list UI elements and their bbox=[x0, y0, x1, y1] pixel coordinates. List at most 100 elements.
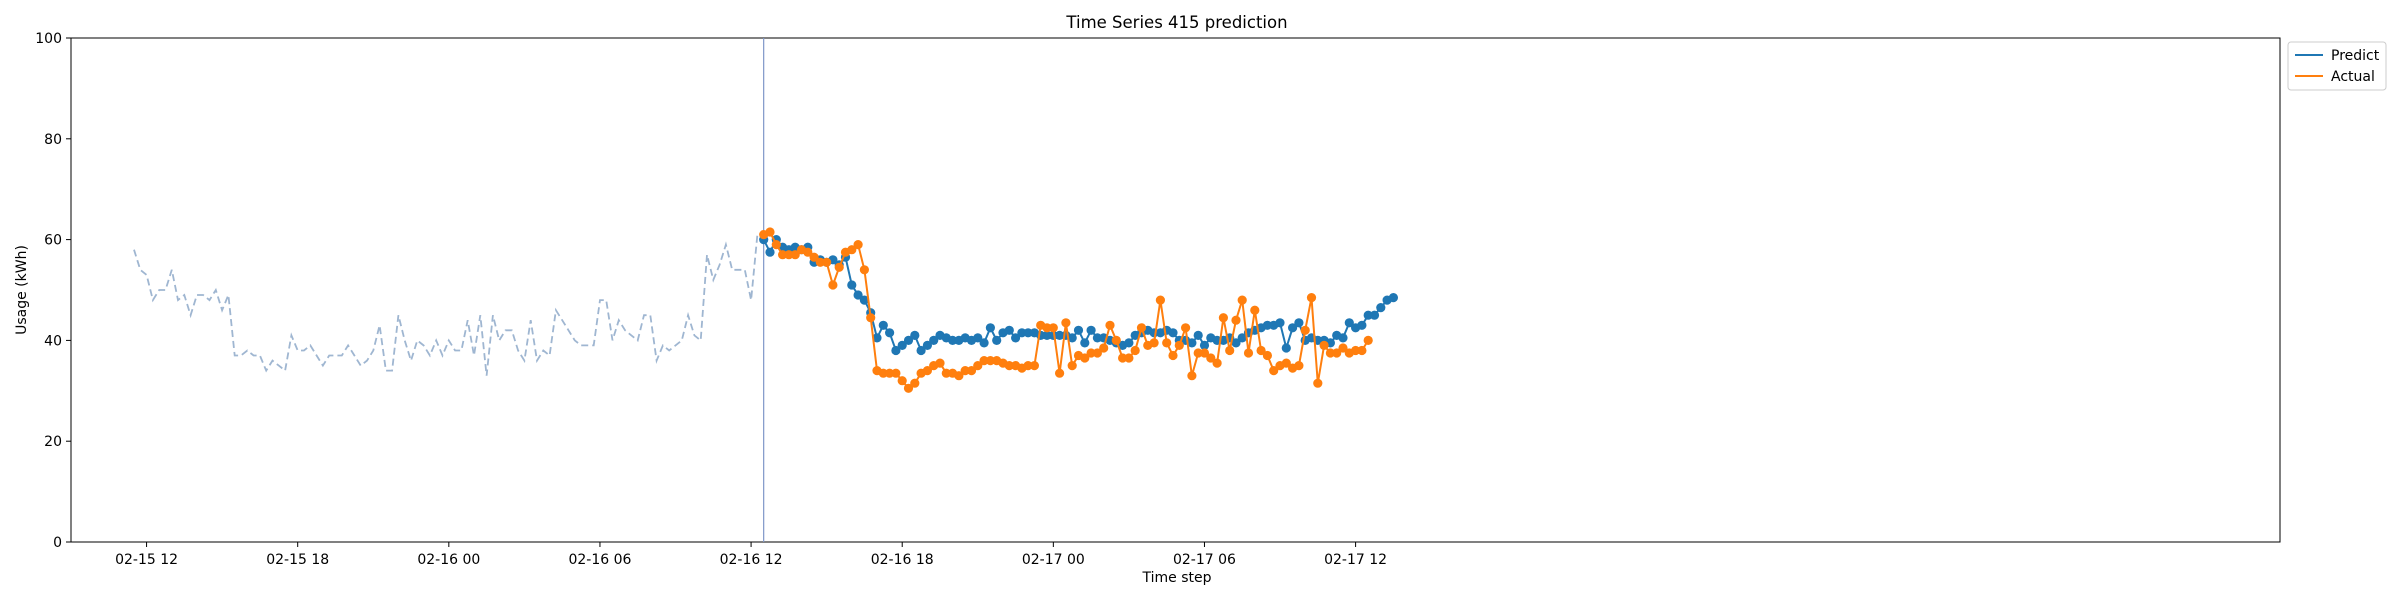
actual-point bbox=[866, 313, 876, 323]
predict-point bbox=[1168, 328, 1178, 338]
plot-area bbox=[70, 37, 2281, 543]
actual-point bbox=[1338, 343, 1348, 353]
legend: Predict Actual bbox=[2287, 41, 2387, 91]
predict-point bbox=[1388, 293, 1398, 303]
predict-point bbox=[992, 335, 1002, 345]
actual-point bbox=[1130, 345, 1140, 356]
actual-point bbox=[1294, 361, 1304, 371]
actual-point bbox=[1300, 325, 1310, 335]
x-axis: 02-15 12 02-15 18 02-16 00 02-16 06 02-16 12… bbox=[115, 542, 1387, 568]
actual-point bbox=[803, 247, 813, 257]
actual-series bbox=[759, 227, 1373, 393]
actual-point bbox=[979, 356, 989, 366]
predict-point bbox=[973, 333, 983, 343]
predict-point bbox=[1124, 338, 1134, 348]
actual-point bbox=[1168, 350, 1178, 361]
actual-point bbox=[973, 361, 983, 371]
actual-point bbox=[1042, 323, 1052, 333]
predict-point bbox=[903, 335, 914, 345]
actual-point bbox=[1055, 368, 1065, 378]
y-axis-label: Usage (kWh) bbox=[14, 245, 30, 335]
actual-point bbox=[1105, 320, 1115, 330]
actual-point bbox=[1086, 348, 1096, 358]
actual-point bbox=[1269, 366, 1279, 376]
actual-point bbox=[1357, 345, 1367, 356]
actual-point bbox=[1332, 348, 1342, 358]
actual-point bbox=[966, 366, 977, 376]
predict-point bbox=[1080, 338, 1090, 348]
actual-point bbox=[1225, 345, 1235, 356]
actual-point bbox=[910, 378, 920, 388]
predict-point bbox=[1055, 330, 1065, 340]
predict-point bbox=[929, 335, 939, 345]
x-tick-label: 02-16 18 bbox=[871, 552, 934, 568]
actual-point bbox=[1218, 313, 1228, 323]
predict-point bbox=[1338, 333, 1348, 343]
actual-point bbox=[1193, 348, 1203, 358]
actual-point bbox=[1281, 358, 1291, 368]
actual-point bbox=[903, 383, 914, 393]
actual-point bbox=[815, 257, 825, 267]
predict-point bbox=[948, 335, 958, 345]
actual-point bbox=[1231, 315, 1241, 325]
predict-point bbox=[1086, 325, 1096, 335]
y-tick-label: 80 bbox=[44, 132, 62, 148]
actual-point bbox=[897, 376, 907, 386]
predict-point bbox=[1073, 325, 1084, 335]
predict-point bbox=[1363, 310, 1373, 320]
actual-point bbox=[1118, 353, 1128, 363]
actual-point bbox=[885, 368, 895, 378]
actual-point bbox=[853, 240, 863, 250]
actual-point bbox=[1262, 350, 1272, 361]
x-tick-label: 02-15 12 bbox=[115, 552, 178, 568]
actual-point bbox=[1136, 323, 1147, 333]
predict-point bbox=[1275, 318, 1285, 328]
history-layer bbox=[133, 234, 759, 376]
y-axis: 0 20 40 60 80 100 bbox=[35, 31, 71, 551]
actual-point bbox=[1363, 335, 1373, 345]
actual-point bbox=[1004, 361, 1014, 371]
predict-point bbox=[1237, 333, 1247, 343]
y-tick-label: 0 bbox=[53, 535, 62, 551]
actual-point bbox=[1306, 293, 1317, 303]
predict-point bbox=[1376, 303, 1386, 313]
actual-point bbox=[834, 262, 844, 272]
predict-point bbox=[1357, 320, 1367, 330]
actual-point bbox=[1181, 323, 1191, 333]
actual-point bbox=[859, 265, 870, 275]
predict-point bbox=[872, 333, 882, 343]
actual-point bbox=[1124, 353, 1134, 363]
predict-point bbox=[1369, 310, 1380, 320]
plot-frame bbox=[70, 37, 2281, 543]
actual-point bbox=[1029, 361, 1039, 371]
predict-point bbox=[985, 323, 996, 333]
predict-point bbox=[1288, 323, 1298, 333]
x-tick-label: 02-17 00 bbox=[1022, 552, 1085, 568]
actual-point bbox=[1061, 318, 1071, 328]
predict-point bbox=[1092, 333, 1102, 343]
y-tick-label: 100 bbox=[35, 31, 62, 47]
predict-point bbox=[878, 320, 888, 330]
actual-point bbox=[1243, 348, 1254, 358]
x-tick-label: 02-15 18 bbox=[266, 552, 329, 568]
y-tick-label: 20 bbox=[44, 434, 62, 450]
actual-point bbox=[1256, 345, 1266, 356]
predict-point bbox=[1004, 325, 1014, 335]
actual-point bbox=[778, 250, 788, 260]
actual-point bbox=[1212, 358, 1222, 368]
actual-point bbox=[941, 368, 951, 378]
actual-point bbox=[1162, 338, 1172, 348]
actual-point bbox=[1174, 340, 1184, 350]
predict-point bbox=[1199, 340, 1210, 350]
predict-point bbox=[1042, 330, 1052, 340]
actual-point bbox=[891, 368, 901, 378]
actual-point bbox=[1099, 343, 1109, 353]
actual-point bbox=[935, 358, 945, 368]
predict-point bbox=[885, 328, 895, 338]
actual-point bbox=[1080, 353, 1090, 363]
actual-point bbox=[1111, 335, 1121, 345]
actual-point bbox=[784, 250, 794, 260]
predict-point bbox=[847, 280, 857, 290]
legend-label-predict: Predict bbox=[2331, 48, 2380, 64]
